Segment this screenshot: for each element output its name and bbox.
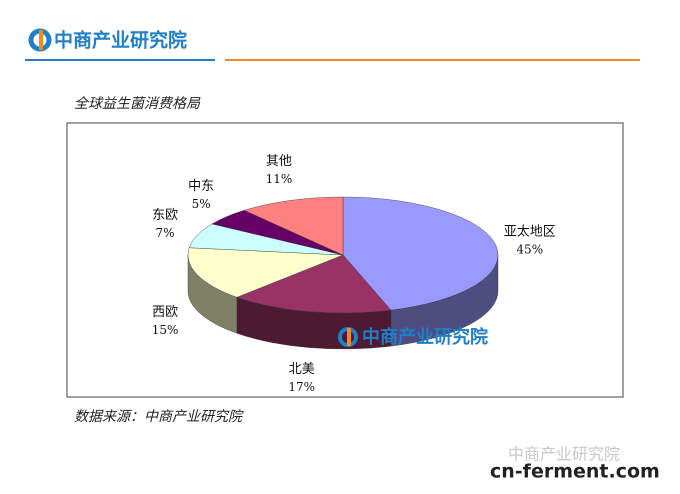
slice-value-label: 7% [156,226,175,240]
logo-text: 中商产业研究院 [54,29,187,52]
slice-value-label: 5% [192,197,211,211]
source-note: 数据来源：中商产业研究院 [74,409,244,425]
watermark-text: 中商产业研究院 [362,326,488,348]
footer-brand: 中商产业研究院 [508,445,620,464]
slice-label: 中东 [188,179,214,194]
chart-title: 全球益生菌消费格局 [74,96,201,112]
slice-value-label: 45% [516,242,543,256]
slice-label: 亚太地区 [504,224,556,239]
slice [236,254,392,314]
watermark-logo: 中商产业研究院 [338,326,488,348]
pie: 亚太地区 45% 北美 17% 西欧 15% 东欧 7% 中东 5% 其他 11% [152,154,556,394]
slice-value-label: 17% [288,380,315,394]
slice [243,196,344,256]
slice-value-label: 11% [266,172,293,186]
header-logo: 中商产业研究院 [28,28,187,52]
slice [187,247,344,298]
logo-icon-bar [39,30,43,50]
watermark-icon-bar [347,328,351,346]
footer-site: cn-ferment.com [490,461,660,483]
slice [342,196,499,311]
slice-label: 其他 [266,154,292,169]
slice-label: 西欧 [152,305,178,320]
slice-label: 北美 [289,362,315,377]
slice-value-label: 15% [152,323,179,337]
slice-label: 东欧 [152,208,178,223]
